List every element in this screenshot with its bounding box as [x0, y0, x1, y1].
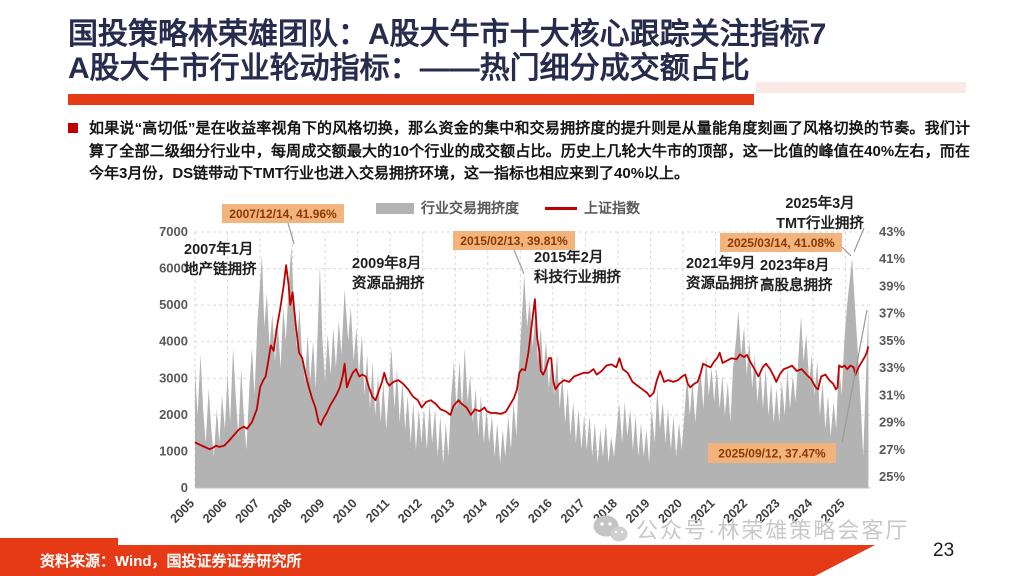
svg-text:2008: 2008	[265, 496, 295, 526]
svg-text:7000: 7000	[159, 224, 188, 239]
congestion-chart: 行业交易拥挤度 上证指数 7000 6000 5000 4000 3000 2000 100…	[148, 192, 978, 540]
page-number: 23	[933, 540, 955, 561]
svg-text:2015年2月科技行业拥挤: 2015年2月科技行业拥挤	[534, 248, 621, 286]
bullet-square-icon	[68, 123, 78, 133]
svg-text:5000: 5000	[159, 297, 188, 312]
svg-text:2021年9月资源品拥挤: 2021年9月资源品拥挤	[686, 254, 759, 292]
svg-text:2005: 2005	[168, 496, 198, 526]
svg-text:2000: 2000	[159, 407, 188, 422]
chart-legend: 行业交易拥挤度 上证指数	[148, 198, 868, 218]
svg-text:2017: 2017	[558, 496, 588, 526]
svg-text:4000: 4000	[159, 334, 188, 349]
svg-text:41%: 41%	[879, 251, 905, 266]
svg-text:3000: 3000	[159, 370, 188, 385]
svg-text:2025/09/12, 37.47%: 2025/09/12, 37.47%	[718, 447, 826, 461]
footer-banner-step	[0, 538, 118, 546]
svg-text:2011: 2011	[363, 496, 392, 525]
svg-text:2007: 2007	[233, 496, 263, 526]
svg-text:2009年8月资源品拥挤: 2009年8月资源品拥挤	[352, 254, 425, 292]
svg-text:2014: 2014	[460, 496, 490, 526]
source-text: 资料来源：Wind，国投证券证券研究所	[40, 553, 302, 570]
legend-item-line: 上证指数	[545, 198, 640, 218]
svg-text:1000: 1000	[159, 443, 188, 458]
svg-text:2025/03/14, 41.08%: 2025/03/14, 41.08%	[727, 236, 835, 250]
svg-text:31%: 31%	[879, 387, 905, 402]
svg-text:6000: 6000	[159, 261, 188, 276]
svg-text:2015/02/13, 39.81%: 2015/02/13, 39.81%	[460, 234, 568, 248]
svg-text:2007/12/14, 41.96%: 2007/12/14, 41.96%	[229, 207, 337, 221]
watermark: 公众号·林荣雄策略会客厅	[592, 513, 909, 545]
svg-text:2007年1月地产链拥挤: 2007年1月地产链拥挤	[184, 240, 257, 278]
legend-item-area: 行业交易拥挤度	[376, 198, 519, 218]
page-title: 国投策略林荣雄团队：A股大牛市十大核心跟踪关注指标7 A股大牛市行业轮动指标：—…	[68, 18, 988, 86]
footer-banner	[0, 545, 875, 576]
legend-label-area: 行业交易拥挤度	[421, 200, 519, 216]
svg-text:25%: 25%	[879, 469, 905, 484]
svg-text:2006: 2006	[200, 496, 230, 526]
area-swatch-icon	[376, 202, 414, 214]
svg-text:2023年8月高股息拥挤: 2023年8月高股息拥挤	[760, 256, 833, 294]
svg-text:2009: 2009	[298, 496, 328, 526]
wechat-icon	[593, 515, 628, 542]
legend-label-line: 上证指数	[584, 200, 640, 216]
svg-text:2016: 2016	[525, 496, 555, 526]
summary-bullet: 如果说“高切低”是在收益率视角下的风格切换，那么资金的集中和交易拥挤度的提升则是…	[68, 118, 970, 186]
svg-text:33%: 33%	[879, 360, 905, 375]
svg-text:2012: 2012	[395, 496, 425, 526]
svg-text:29%: 29%	[879, 415, 905, 430]
line-swatch-icon	[545, 206, 577, 210]
watermark-text: 公众号·林荣雄策略会客厅	[636, 518, 910, 543]
page-title-line2: A股大牛市行业轮动指标：——热门细分成交额占比	[68, 52, 750, 85]
summary-text: 如果说“高切低”是在收益率视角下的风格切换，那么资金的集中和交易拥挤度的提升则是…	[89, 120, 970, 182]
svg-text:0: 0	[181, 480, 188, 495]
svg-text:2013: 2013	[428, 496, 458, 526]
page-title-line1: 国投策略林荣雄团队：A股大牛市十大核心跟踪关注指标7	[68, 18, 827, 51]
svg-text:43%: 43%	[879, 224, 905, 239]
svg-text:39%: 39%	[879, 278, 905, 293]
svg-text:37%: 37%	[879, 306, 905, 321]
svg-text:2015: 2015	[493, 496, 523, 526]
svg-text:27%: 27%	[879, 442, 905, 457]
title-underline-faint-bar	[756, 82, 966, 93]
chart-plot: 7000 6000 5000 4000 3000 2000 1000 0 43% 41% 39% 37…	[159, 194, 905, 526]
svg-text:35%: 35%	[879, 333, 905, 348]
title-underline-bar	[68, 94, 754, 105]
svg-text:2010: 2010	[330, 496, 360, 526]
